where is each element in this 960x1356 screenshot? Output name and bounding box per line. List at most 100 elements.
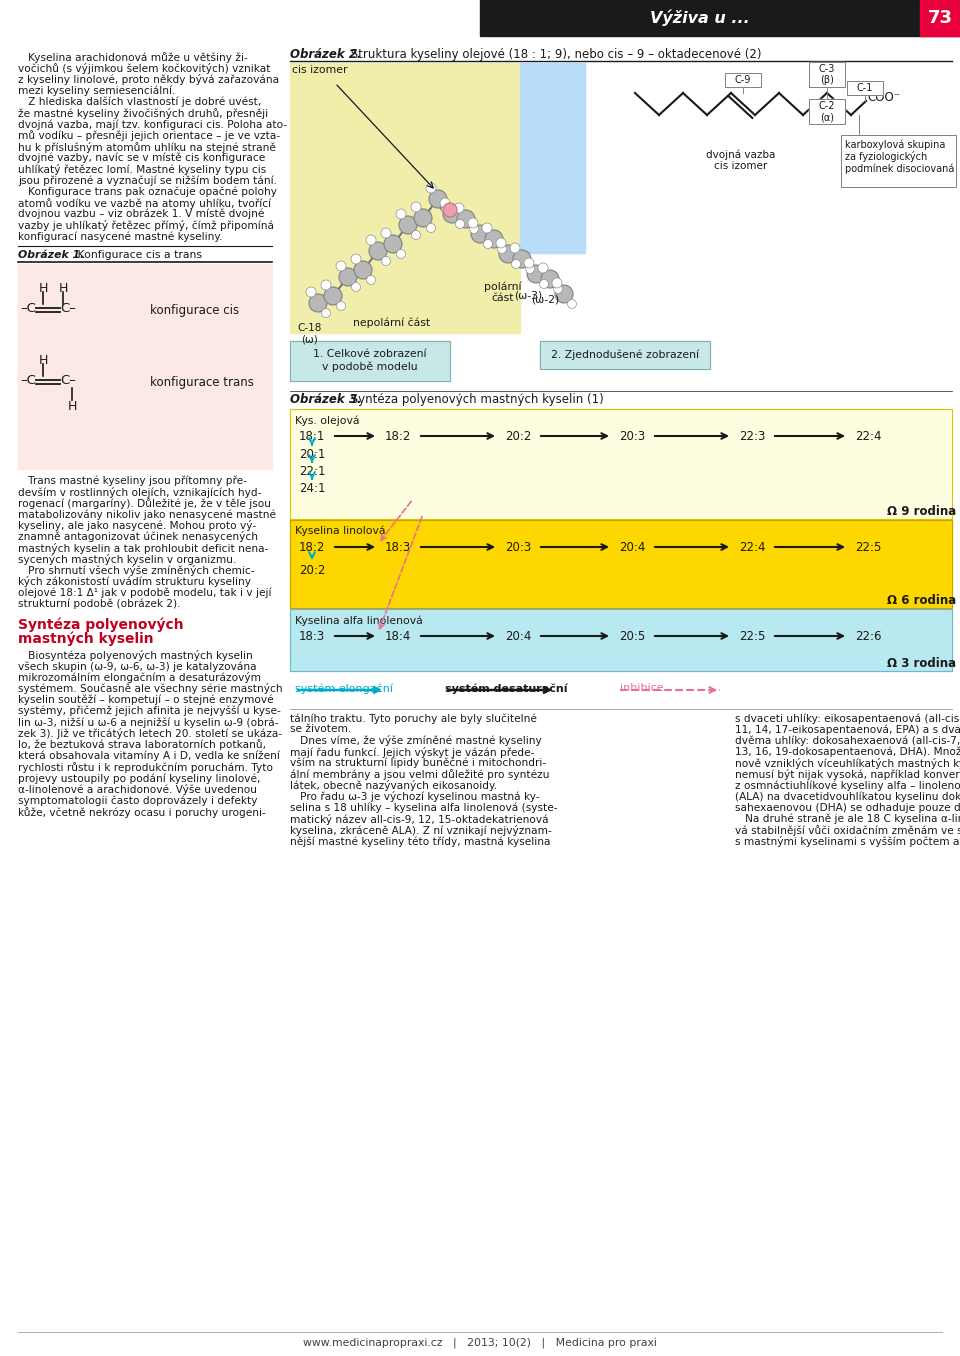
Bar (540, 340, 710, 369)
Text: Obrázek 2.: Obrázek 2. (290, 47, 362, 61)
Text: karboxylová skupina: karboxylová skupina (845, 140, 946, 149)
Circle shape (443, 203, 457, 217)
Text: olejové 18:1 Δ¹ jak v podobě modelu, tak i v její: olejové 18:1 Δ¹ jak v podobě modelu, tak… (18, 587, 272, 598)
Bar (809, 99, 845, 123)
Text: 20:4: 20:4 (619, 541, 645, 555)
Text: devším v rostlinných olejích, vznikajících hyd-: devším v rostlinných olejích, vznikající… (18, 487, 261, 498)
Text: matický název all-cis-9, 12, 15-oktadekatrienová: matický název all-cis-9, 12, 15-oktadeka… (290, 814, 548, 824)
Circle shape (351, 254, 361, 264)
Text: H: H (67, 400, 77, 414)
Bar (290, 62, 520, 334)
Text: nepolární část: nepolární část (353, 319, 430, 328)
Text: nově vzniklých víceuhlíkatých mastných kyselin: nově vzniklých víceuhlíkatých mastných k… (735, 758, 960, 769)
Text: dvojná vazba, mají tzv. konfiguraci cis. Poloha ato-: dvojná vazba, mají tzv. konfiguraci cis.… (18, 119, 287, 130)
Text: (ω-2): (ω-2) (531, 294, 559, 304)
Text: polární: polární (484, 282, 521, 293)
Text: rychlosti růstu i k reprodukčním poruchám. Tyto: rychlosti růstu i k reprodukčním poruchá… (18, 762, 273, 773)
Circle shape (525, 264, 535, 274)
Circle shape (555, 285, 573, 302)
Text: 18:3: 18:3 (299, 631, 325, 643)
Text: dvojné vazby, navíc se v místě cis konfigurace: dvojné vazby, navíc se v místě cis konfi… (18, 153, 265, 163)
Text: selina s 18 uhlíky – kyselina alfa linolenová (syste-: selina s 18 uhlíky – kyselina alfa linol… (290, 803, 558, 814)
Circle shape (324, 287, 342, 305)
Circle shape (426, 183, 436, 193)
Circle shape (384, 235, 402, 254)
Text: Z hlediska dalších vlastností je dobré uvést,: Z hlediska dalších vlastností je dobré u… (18, 96, 261, 107)
Bar (809, 62, 845, 87)
Text: v podobě modelu: v podobě modelu (323, 361, 418, 372)
Text: Biosyntéza polyenových mastných kyselin: Biosyntéza polyenových mastných kyselin (18, 650, 252, 660)
Circle shape (457, 210, 475, 228)
Text: Dnes víme, že výše zmíněné mastné kyseliny: Dnes víme, že výše zmíněné mastné kyseli… (290, 735, 541, 746)
Text: 22:4: 22:4 (854, 430, 881, 443)
Text: uhlíkatý řetězec lomí. Mastné kyseliny typu cis: uhlíkatý řetězec lomí. Mastné kyseliny t… (18, 164, 266, 175)
Circle shape (412, 231, 420, 240)
Text: zek 3). Již ve třicátých letech 20. století se ukáza-: zek 3). Již ve třicátých letech 20. stol… (18, 728, 282, 739)
Text: nemusí být nijak vysoká, například konverze: nemusí být nijak vysoká, například konve… (735, 769, 960, 780)
Circle shape (510, 243, 520, 254)
Text: Kyselina linolová: Kyselina linolová (295, 526, 386, 537)
Text: Pro shrnutí všech výše zmíněných chemic-: Pro shrnutí všech výše zmíněných chemic- (18, 565, 254, 576)
Text: systém elongační: systém elongační (295, 683, 393, 693)
Text: 18:4: 18:4 (385, 631, 411, 643)
Bar (540, 340, 710, 369)
Text: cis izomer: cis izomer (714, 161, 768, 171)
Circle shape (429, 190, 447, 207)
Text: (ALA) na dvacetidvouhlíkatou kyselinu doko-: (ALA) na dvacetidvouhlíkatou kyselinu do… (735, 792, 960, 801)
Circle shape (469, 225, 478, 233)
Text: C-1: C-1 (857, 83, 874, 94)
Text: lin ω-3, nižší u ω-6 a nejnižší u kyselin ω-9 (obrá-: lin ω-3, nižší u ω-6 a nejnižší u kyseli… (18, 717, 278, 728)
Text: –C: –C (20, 374, 36, 388)
Text: vazby je uhlíkatý řetězec přímý, čímž připomíná: vazby je uhlíkatý řetězec přímý, čímž př… (18, 220, 274, 231)
Text: Trans mastné kyseliny jsou přítomny pře-: Trans mastné kyseliny jsou přítomny pře- (18, 476, 247, 485)
Text: atomů vodíku ve vazbě na atomy uhlíku, tvořící: atomů vodíku ve vazbě na atomy uhlíku, t… (18, 198, 271, 209)
Text: systém desaturační: systém desaturační (445, 683, 567, 693)
Text: konfigurace trans: konfigurace trans (150, 377, 253, 389)
Text: vočichů (s výjimkou šelem kočkovitých) vznikat: vočichů (s výjimkou šelem kočkovitých) v… (18, 64, 271, 75)
Text: Ω 3 rodina: Ω 3 rodina (887, 658, 956, 670)
Circle shape (322, 309, 330, 317)
Bar (290, 519, 952, 607)
Circle shape (337, 301, 346, 311)
Text: C-18: C-18 (298, 323, 323, 334)
Bar (841, 136, 956, 187)
Circle shape (512, 259, 520, 268)
Text: 11, 14, 17-eikosapentaenová, EPA) a s dvaceti-: 11, 14, 17-eikosapentaenová, EPA) a s dv… (735, 724, 960, 735)
Text: (β): (β) (820, 75, 834, 85)
Text: se životem.: se životem. (290, 724, 351, 734)
Text: lo, že beztuková strava laboratorních potkanů,: lo, že beztuková strava laboratorních po… (18, 739, 266, 750)
Circle shape (309, 294, 327, 312)
Text: rogenací (margaríny). Důležité je, že v těle jsou: rogenací (margaríny). Důležité je, že v … (18, 498, 271, 508)
Text: (α): (α) (820, 113, 834, 122)
Circle shape (554, 285, 563, 293)
Circle shape (381, 256, 391, 266)
Text: jsou přirozené a vyznačují se nižším bodem tání.: jsou přirozené a vyznačují se nižším bod… (18, 175, 277, 186)
Bar (847, 81, 883, 95)
Bar (290, 340, 450, 381)
Circle shape (321, 279, 331, 290)
Text: strukturní podobě (obrázek 2).: strukturní podobě (obrázek 2). (18, 598, 180, 609)
Bar (18, 264, 272, 469)
Circle shape (399, 216, 417, 235)
Text: 18:2: 18:2 (299, 541, 325, 555)
Bar (290, 410, 952, 519)
Text: že mastné kyseliny živočišných druhů, přesněji: že mastné kyseliny živočišných druhů, př… (18, 108, 268, 119)
Text: konfigurací nasycené mastné kyseliny.: konfigurací nasycené mastné kyseliny. (18, 232, 223, 241)
Circle shape (482, 222, 492, 233)
Text: 20:3: 20:3 (505, 541, 531, 555)
Text: sycených mastných kyselin v organizmu.: sycených mastných kyselin v organizmu. (18, 553, 236, 565)
Circle shape (396, 250, 405, 259)
Text: hu k příslušným atomům uhlíku na stejné straně: hu k příslušným atomům uhlíku na stejné … (18, 141, 276, 153)
Circle shape (496, 239, 506, 248)
Text: C-9: C-9 (734, 75, 751, 85)
Circle shape (471, 225, 489, 243)
Text: 2. Zjednodušené zobrazení: 2. Zjednodušené zobrazení (551, 348, 699, 359)
Circle shape (455, 220, 465, 229)
Text: H: H (59, 282, 68, 296)
Circle shape (369, 241, 387, 260)
Text: –C: –C (20, 302, 36, 316)
Circle shape (396, 209, 406, 220)
Bar (480, 0, 960, 37)
Text: www.medicinapropraxi.cz   |   2013; 10(2)   |   Medicina pro praxi: www.medicinapropraxi.cz | 2013; 10(2) | … (303, 1338, 657, 1348)
Text: s dvaceti uhlíky: eikosapentaenová (all-cis-5, 8,: s dvaceti uhlíky: eikosapentaenová (all-… (735, 713, 960, 724)
